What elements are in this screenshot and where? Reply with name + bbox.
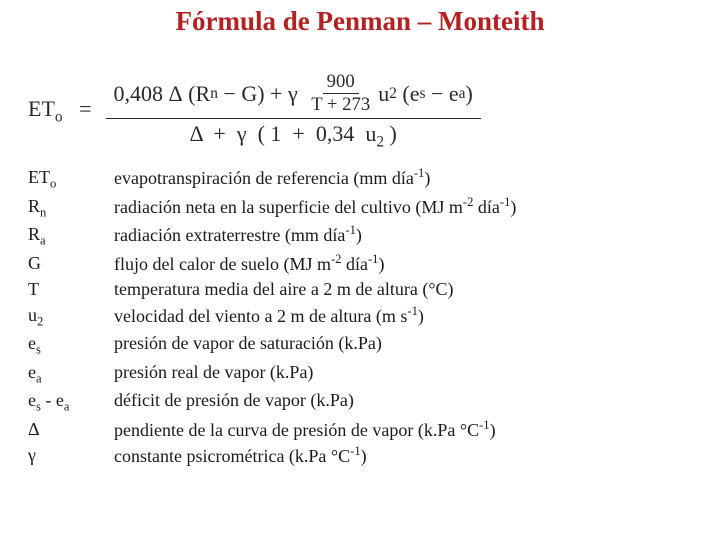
definition-symbol: ETo [28, 165, 114, 193]
coef-0408: 0,408 [114, 81, 164, 107]
definition-symbol: ea [28, 360, 114, 388]
equals-sign: = [79, 96, 91, 121]
definitions-list: EToevapotranspiración de referencia (mm … [28, 165, 700, 469]
definition-row: u2velocidad del viento a 2 m de altura (… [28, 303, 700, 331]
definition-row: eapresión real de vapor (k.Pa) [28, 360, 700, 388]
u-var: u [378, 81, 389, 107]
definition-symbol: Ra [28, 222, 114, 250]
ea-sub: a [459, 85, 466, 103]
definition-symbol: G [28, 251, 114, 278]
rp2: ) [466, 81, 473, 107]
formula-block: ETo = 0,408 Δ ( Rn − G ) + γ 900 T + 273… [28, 71, 700, 151]
definition-description: déficit de presión de vapor (k.Pa) [114, 388, 700, 416]
definition-description: pendiente de la curva de presión de vapo… [114, 417, 700, 444]
minus1: − [223, 81, 235, 107]
u-sub-den: 2 [376, 133, 384, 150]
definition-row: Rnradiación neta en la superficie del cu… [28, 194, 700, 222]
delta-sym-den: Δ [189, 121, 202, 146]
rp1: ) [257, 81, 264, 107]
es-sub: s [419, 85, 425, 103]
definition-symbol: u2 [28, 303, 114, 331]
coef-034: 0,34 [316, 121, 355, 146]
gamma-sym-num: γ [288, 81, 298, 107]
delta-sym-num: Δ [169, 81, 183, 107]
definition-row: Raradiación extraterrestre (mm día-1) [28, 222, 700, 250]
one: 1 [270, 121, 281, 146]
definition-row: Δpendiente de la curva de presión de vap… [28, 417, 700, 444]
definition-row: EToevapotranspiración de referencia (mm … [28, 165, 700, 193]
lp1: ( [188, 81, 195, 107]
lp2: ( [402, 81, 409, 107]
definition-description: radiación neta en la superficie del cult… [114, 194, 700, 222]
lp3: ( [258, 121, 265, 146]
plus3: + [292, 121, 304, 146]
definition-description: presión de vapor de saturación (k.Pa) [114, 331, 700, 359]
inner-frac-num: 900 [323, 71, 359, 94]
inner-frac-den: T + 273 [307, 94, 374, 116]
formula-fraction: 0,408 Δ ( Rn − G ) + γ 900 T + 273 u2 ( … [106, 71, 481, 151]
rn-sub: n [210, 85, 218, 103]
definition-description: velocidad del viento a 2 m de altura (m … [114, 303, 700, 331]
rn-var: R [196, 81, 211, 107]
es-var: e [410, 81, 420, 107]
eto-sub: o [55, 108, 63, 125]
g-var: G [241, 81, 257, 107]
definition-symbol: es [28, 331, 114, 359]
formula-lhs: ETo = [28, 96, 92, 126]
u-var-den: u [365, 121, 376, 146]
definition-description: flujo del calor de suelo (MJ m-2 día-1) [114, 251, 700, 278]
definition-symbol: es - ea [28, 388, 114, 416]
definition-description: radiación extraterrestre (mm día-1) [114, 222, 700, 250]
page-title: Fórmula de Penman – Monteith [0, 0, 720, 43]
formula-denominator: Δ + γ ( 1 + 0,34 u2 ) [181, 119, 404, 151]
definition-description: constante psicrométrica (k.Pa °C-1) [114, 443, 700, 470]
formula-numerator: 0,408 Δ ( Rn − G ) + γ 900 T + 273 u2 ( … [106, 71, 481, 118]
plus2: + [213, 121, 225, 146]
definition-symbol: Rn [28, 194, 114, 222]
u-sub: 2 [389, 85, 397, 103]
minus2: − [431, 81, 443, 107]
definition-row: es - eadéficit de presión de vapor (k.Pa… [28, 388, 700, 416]
inner-frac: 900 T + 273 [307, 71, 374, 116]
eto-var: ET [28, 96, 55, 121]
definition-symbol: Δ [28, 417, 114, 444]
definition-row: Gflujo del calor de suelo (MJ m-2 día-1) [28, 251, 700, 278]
definition-description: evapotranspiración de referencia (mm día… [114, 165, 700, 193]
ea-var: e [449, 81, 459, 107]
definition-description: presión real de vapor (k.Pa) [114, 360, 700, 388]
definition-description: temperatura media del aire a 2 m de altu… [114, 277, 700, 303]
definition-row: espresión de vapor de saturación (k.Pa) [28, 331, 700, 359]
definition-symbol: T [28, 277, 114, 303]
definition-row: Ttemperatura media del aire a 2 m de alt… [28, 277, 700, 303]
definition-symbol: γ [28, 443, 114, 470]
definition-row: γconstante psicrométrica (k.Pa °C-1) [28, 443, 700, 470]
gamma-sym-den: γ [237, 121, 247, 146]
plus1: + [270, 81, 282, 107]
rp3: ) [390, 121, 397, 146]
